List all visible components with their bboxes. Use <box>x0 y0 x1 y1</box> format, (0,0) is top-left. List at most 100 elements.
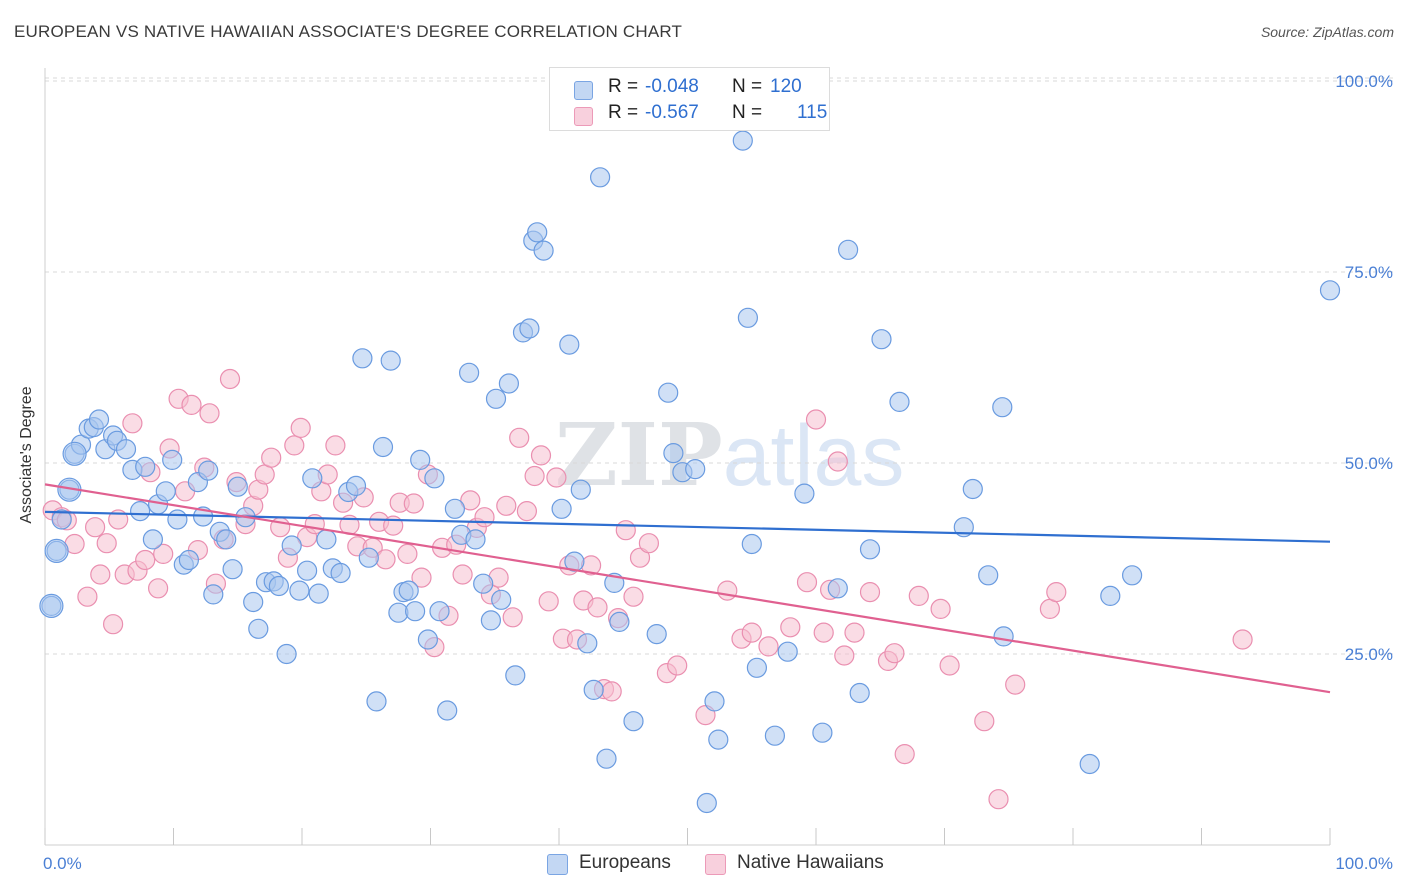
bottom-legend-swatch-europeans <box>547 854 568 875</box>
european-point <box>737 307 759 328</box>
european-point <box>962 478 983 500</box>
native-hawaiian-point <box>219 368 241 390</box>
european-point <box>243 591 264 613</box>
european-point <box>1121 565 1143 586</box>
native-hawaiian-point <box>325 435 346 456</box>
native-hawaiian-point <box>758 636 779 657</box>
european-point <box>88 409 110 430</box>
european-point <box>437 700 458 721</box>
european-point <box>281 535 302 556</box>
native-hawaiian-point <box>717 580 738 601</box>
legend-n-value: 115 <box>797 102 828 123</box>
correlation-legend: R = -0.048 N = 120 R = -0.567 N = 115 <box>549 67 830 131</box>
y-tick-label: 100.0% <box>1335 72 1393 91</box>
native-hawaiian-point <box>452 564 473 585</box>
european-point <box>1079 753 1100 775</box>
native-hawaiian-point <box>930 598 951 620</box>
native-hawaiian-point <box>587 597 608 618</box>
native-hawaiian-point <box>741 622 762 643</box>
native-hawaiian-point <box>84 517 106 538</box>
european-point <box>491 589 512 610</box>
european-point <box>155 481 176 502</box>
european-point <box>316 529 337 550</box>
native-hawaiian-point <box>181 394 202 415</box>
native-hawaiian-point <box>908 585 929 607</box>
european-point <box>596 748 617 769</box>
european-point <box>859 539 881 560</box>
european-point <box>764 725 786 746</box>
european-point <box>993 626 1014 647</box>
native-hawaiian-point <box>638 533 660 554</box>
european-point-large <box>44 538 69 564</box>
european-point <box>424 468 445 489</box>
european-point <box>570 479 591 500</box>
european-point <box>837 239 859 260</box>
y-tick-label: 50.0% <box>1345 454 1393 473</box>
native-hawaiians-trend-line <box>44 483 1331 694</box>
european-point <box>741 533 762 555</box>
native-hawaiian-point <box>403 493 424 514</box>
native-hawaiian-point <box>524 465 545 487</box>
native-hawaiian-point <box>290 417 311 438</box>
european-point <box>704 691 725 712</box>
european-point <box>992 397 1013 418</box>
european-point <box>519 318 540 339</box>
european-point <box>289 580 310 601</box>
european-point <box>297 560 318 581</box>
native-hawaiian-point <box>834 645 855 666</box>
european-point <box>812 722 833 743</box>
european-point <box>609 611 630 633</box>
native-hawaiian-point <box>460 490 481 511</box>
european-point <box>330 562 351 584</box>
native-hawaiian-point <box>615 520 636 541</box>
legend-r-value: -0.048 <box>645 76 699 97</box>
european-point <box>1100 585 1121 607</box>
european-point <box>302 468 323 489</box>
european-point <box>410 449 431 470</box>
native-hawaiian-point <box>894 743 915 765</box>
native-hawaiian-point <box>546 467 567 488</box>
native-hawaiian-point <box>629 547 651 568</box>
legend-n-label: N = <box>732 76 763 97</box>
european-point <box>696 792 717 814</box>
european-point <box>978 565 999 586</box>
x-tick-label-start: 0.0% <box>43 854 82 873</box>
european-point <box>444 498 465 519</box>
native-hawaiian-point <box>813 622 834 643</box>
native-hawaiian-point <box>516 501 538 522</box>
european-point <box>142 529 163 550</box>
legend-n-label: N = <box>732 102 763 123</box>
european-point <box>849 682 870 704</box>
european-point <box>685 459 706 480</box>
european-point <box>623 711 644 732</box>
european-point <box>216 529 237 550</box>
european-point <box>777 641 798 662</box>
native-hawaiian-point <box>844 622 865 643</box>
europeans-points <box>39 130 1341 814</box>
y-tick-label: 25.0% <box>1345 645 1393 664</box>
european-point <box>372 436 394 458</box>
european-point <box>559 334 580 355</box>
european-point <box>405 601 426 622</box>
bottom-legend-swatch-native-hawaiians <box>705 854 726 875</box>
european-point <box>380 350 401 371</box>
european-point <box>51 509 72 530</box>
native-hawaiian-point <box>601 681 622 702</box>
native-hawaiian-point <box>780 617 801 638</box>
native-hawaiian-point <box>153 543 174 565</box>
european-point <box>268 575 289 597</box>
european-point <box>198 460 219 481</box>
native-hawaiian-point <box>261 447 282 468</box>
european-point <box>366 691 387 712</box>
european-point <box>227 476 248 497</box>
european-point <box>398 580 419 601</box>
european-point <box>953 517 974 538</box>
european-point <box>130 501 151 522</box>
bottom-legend-label-europeans: Europeans <box>579 852 671 873</box>
european-point <box>465 529 486 550</box>
european-point <box>589 167 611 188</box>
source-note: Source: ZipAtlas.com <box>1260 24 1394 40</box>
native-hawaiian-point <box>1046 581 1067 603</box>
native-hawaiian-point <box>397 543 418 565</box>
native-hawaiian-point <box>988 789 1009 810</box>
